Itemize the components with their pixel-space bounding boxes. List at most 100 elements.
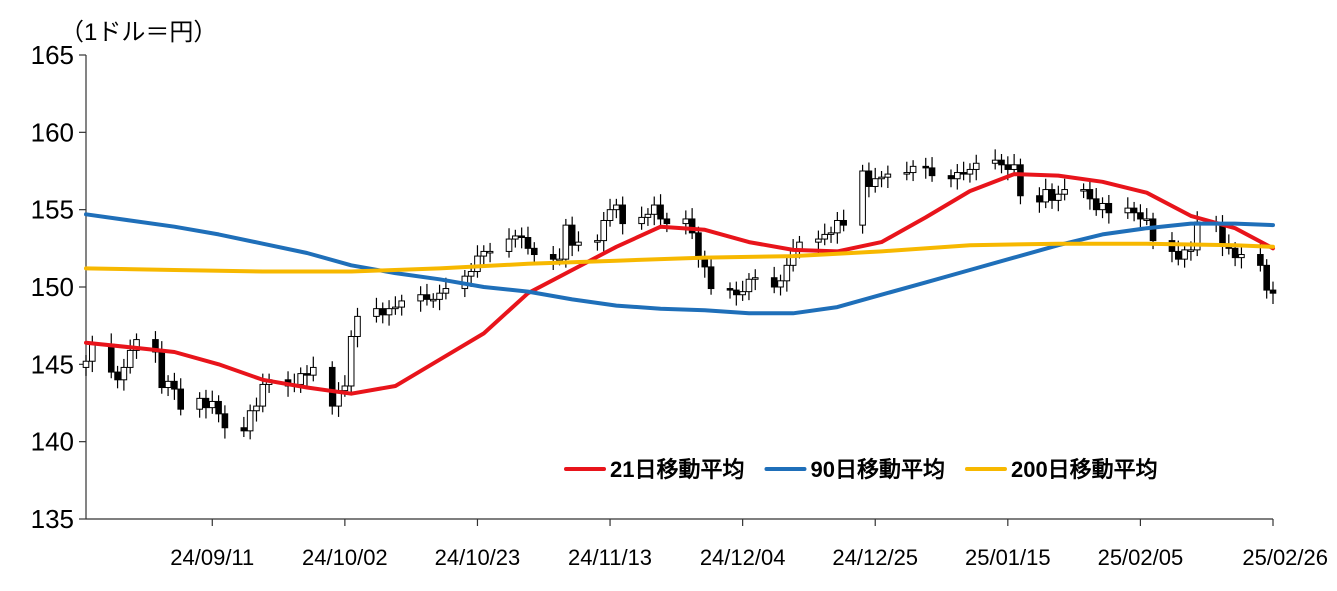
candle-body	[707, 266, 715, 290]
candlestick	[474, 245, 481, 278]
candle-body	[303, 373, 311, 376]
candlestick	[575, 231, 582, 252]
series-line	[84, 212, 1275, 316]
candlestick	[303, 365, 311, 386]
candlestick	[392, 296, 399, 315]
candlestick	[751, 269, 759, 291]
candlestick	[1168, 232, 1176, 263]
candle-body	[568, 224, 576, 246]
candle-body	[114, 371, 121, 381]
candlestick	[568, 216, 576, 257]
candlestick	[328, 361, 336, 415]
legend: 21日移動平均 90日移動平均 200日移動平均	[564, 457, 1158, 482]
candle-body	[966, 168, 974, 175]
candle-body	[1187, 249, 1195, 252]
candlestick	[991, 149, 999, 170]
candle-body	[815, 238, 822, 243]
candle-body	[202, 397, 210, 409]
candlesticks	[82, 149, 1277, 440]
candlestick	[107, 333, 115, 379]
candle-body	[429, 298, 437, 302]
candlestick	[619, 196, 626, 235]
candlestick	[644, 208, 652, 226]
candle-body	[385, 308, 393, 316]
candle-body	[524, 237, 532, 249]
candlestick	[1036, 187, 1043, 213]
candlestick	[770, 266, 778, 294]
candle-body	[821, 233, 829, 240]
candlestick	[164, 375, 172, 397]
candle-body	[1263, 264, 1270, 291]
candle-body	[751, 277, 759, 280]
candlestick	[1080, 183, 1087, 199]
candlestick	[928, 157, 936, 182]
candle-body	[89, 343, 96, 362]
candle-body	[991, 159, 999, 164]
candle-body	[253, 405, 260, 412]
candlestick	[114, 365, 121, 389]
candlestick	[373, 297, 380, 323]
candle-body	[505, 238, 513, 252]
candle-body	[695, 232, 702, 260]
candle-body	[998, 159, 1005, 166]
candle-body	[373, 308, 380, 317]
candle-body	[1143, 218, 1151, 221]
candlestick	[1181, 243, 1188, 268]
candlestick	[594, 234, 601, 251]
candle-body	[777, 280, 784, 288]
candlestick	[777, 274, 784, 296]
candlestick	[909, 160, 917, 182]
candle-body	[1092, 198, 1100, 211]
candlestick	[82, 355, 90, 376]
candlestick	[265, 373, 273, 393]
x-tick-label: 24/12/25	[832, 545, 918, 570]
candle-body	[518, 235, 525, 239]
candlestick	[152, 331, 159, 363]
candlestick	[783, 256, 791, 292]
candle-body	[783, 264, 791, 282]
candlestick	[739, 280, 746, 301]
candlestick	[878, 171, 885, 188]
candlestick	[638, 206, 645, 230]
candle-body	[1231, 247, 1239, 259]
candle-body	[954, 172, 961, 180]
candlestick	[253, 397, 260, 422]
candlestick	[505, 228, 513, 258]
candle-body	[770, 277, 778, 288]
candlestick	[171, 372, 178, 400]
candle-body	[259, 383, 267, 407]
candlestick	[657, 194, 664, 226]
candle-body	[922, 165, 930, 169]
candlestick	[827, 226, 835, 243]
candlestick	[726, 282, 734, 299]
candlestick	[354, 307, 361, 348]
x-tick-label: 25/02/26	[1242, 545, 1328, 570]
candle-body	[834, 219, 841, 234]
candle-body	[417, 294, 424, 302]
candle-body	[613, 204, 620, 211]
candle-body	[208, 400, 216, 409]
candlestick	[1105, 194, 1113, 224]
candlestick	[208, 390, 216, 414]
candle-body	[297, 373, 304, 385]
y-tick-label: 140	[31, 427, 74, 457]
candle-body	[575, 241, 582, 246]
candle-body	[1048, 189, 1056, 201]
candlestick	[707, 256, 715, 295]
candle-body	[638, 216, 645, 225]
candlestick	[215, 395, 222, 423]
candle-body	[354, 315, 361, 337]
candlestick	[1238, 246, 1245, 269]
candle-body	[442, 288, 450, 294]
candle-body	[171, 380, 178, 390]
candlestick	[701, 250, 709, 278]
candlestick	[1099, 197, 1106, 219]
candle-body	[865, 170, 873, 187]
candle-body	[1137, 212, 1144, 220]
unit-label: （1ドル＝円）	[60, 19, 217, 46]
candlestick	[960, 161, 967, 181]
candle-body	[1257, 254, 1264, 266]
candlestick	[429, 293, 437, 308]
x-tick-label: 24/10/02	[302, 545, 388, 570]
candlestick	[606, 198, 614, 227]
